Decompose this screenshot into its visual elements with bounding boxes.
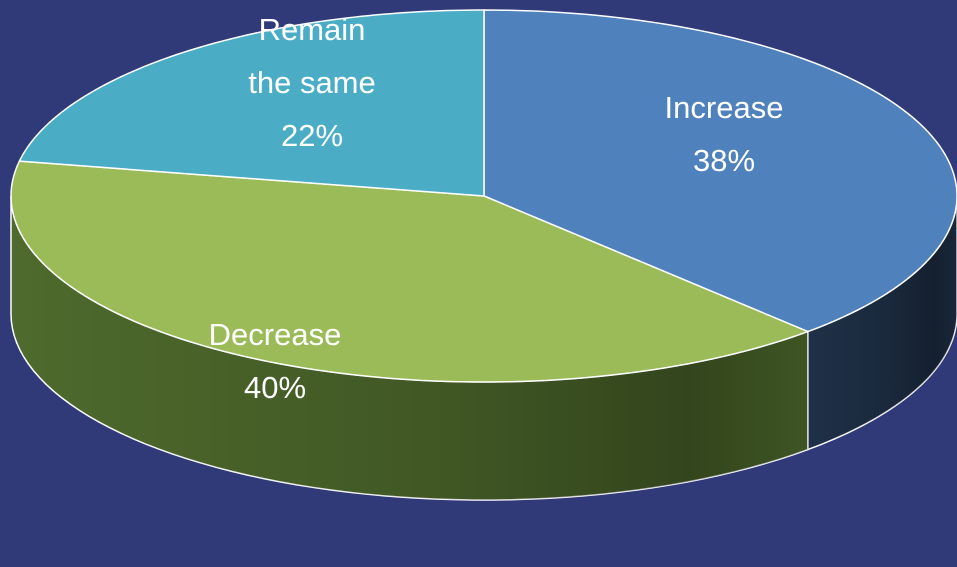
pie-side-shade-increase	[807, 196, 957, 450]
pie-slice-increase	[483, 9, 957, 333]
slice-value-label: 38%	[693, 143, 755, 178]
pie-tops	[10, 9, 957, 383]
slice-value-label: 22%	[281, 118, 343, 153]
slice-label-decrease: Decrease 40%	[209, 317, 342, 405]
slice-category-label: Remain	[259, 12, 366, 47]
pie-labels: Increase 38% Decrease 40% Remain the same 22%	[209, 12, 784, 405]
pie-side-shade-decrease	[11, 196, 808, 500]
slice-category-label: Decrease	[209, 317, 342, 352]
pie-slice-remain-the-same	[18, 9, 485, 197]
slice-label-remain-the-same: Remain the same 22%	[248, 12, 376, 153]
slice-category-label: the same	[248, 65, 376, 100]
pie-sides	[10, 195, 957, 501]
slice-category-label: Increase	[665, 90, 784, 125]
slice-label-increase: Increase 38%	[665, 90, 784, 178]
pie-slice-decrease	[10, 160, 809, 383]
slice-value-label: 40%	[244, 370, 306, 405]
